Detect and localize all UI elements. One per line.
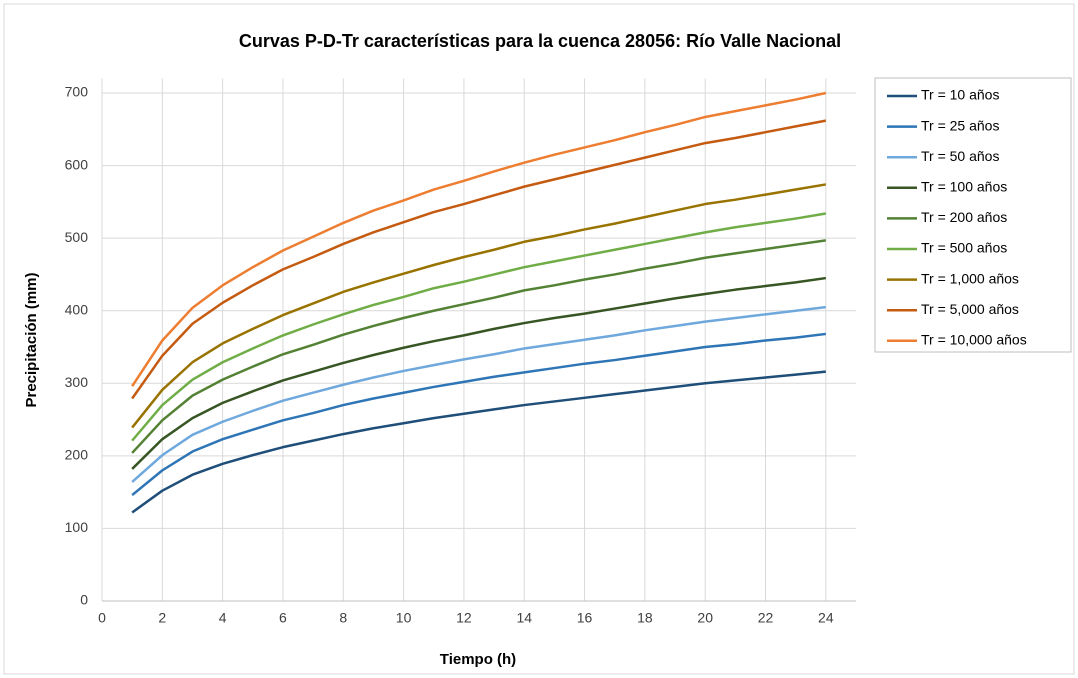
series-line <box>131 239 827 454</box>
x-tick-label: 16 <box>577 610 593 626</box>
legend-label: Tr = 100 años <box>921 179 1007 195</box>
legend-box <box>874 77 1072 353</box>
legend-label: Tr = 50 años <box>921 148 999 164</box>
x-tick-label: 0 <box>98 610 106 626</box>
y-axis-label: Precipitación (mm) <box>23 272 40 407</box>
series-line <box>131 332 826 497</box>
x-tick-label: 2 <box>158 610 166 626</box>
x-tick-label: 22 <box>758 610 774 626</box>
legend-label: Tr = 200 años <box>921 209 1007 225</box>
x-axis-label: Tiempo (h) <box>440 651 516 668</box>
y-tick-label: 400 <box>65 301 89 317</box>
y-tick-label: 300 <box>65 374 89 390</box>
x-tick-label: 12 <box>456 610 472 626</box>
y-tick-label: 500 <box>65 229 89 245</box>
series-line <box>131 370 826 514</box>
x-tick-label: 18 <box>637 610 653 626</box>
y-tick-label: 600 <box>65 156 89 172</box>
x-tick-label: 14 <box>516 610 532 626</box>
legend-label: Tr = 10 años <box>921 87 999 103</box>
series-line <box>131 276 827 470</box>
y-tick-label: 100 <box>65 519 89 535</box>
chart-title: Curvas P-D-Tr características para la cu… <box>239 31 841 51</box>
series-line <box>131 91 827 387</box>
x-tick-label: 6 <box>279 610 287 626</box>
series-line <box>131 183 827 429</box>
y-tick-label: 0 <box>80 592 88 608</box>
legend-label: Tr = 5,000 años <box>921 301 1019 317</box>
legend-label: Tr = 10,000 años <box>921 332 1027 348</box>
y-tick-label: 700 <box>65 84 89 100</box>
x-tick-label: 4 <box>219 610 227 626</box>
series-line <box>131 119 827 400</box>
series-line <box>131 212 827 442</box>
legend-label: Tr = 25 años <box>921 117 999 133</box>
x-tick-label: 20 <box>697 610 713 626</box>
legend-label: Tr = 500 años <box>921 240 1007 256</box>
series-line <box>131 305 826 483</box>
x-tick-label: 10 <box>396 610 412 626</box>
legend-label: Tr = 1,000 años <box>921 270 1019 286</box>
x-tick-label: 8 <box>339 610 347 626</box>
y-tick-label: 200 <box>65 447 89 463</box>
x-tick-label: 24 <box>818 610 834 626</box>
